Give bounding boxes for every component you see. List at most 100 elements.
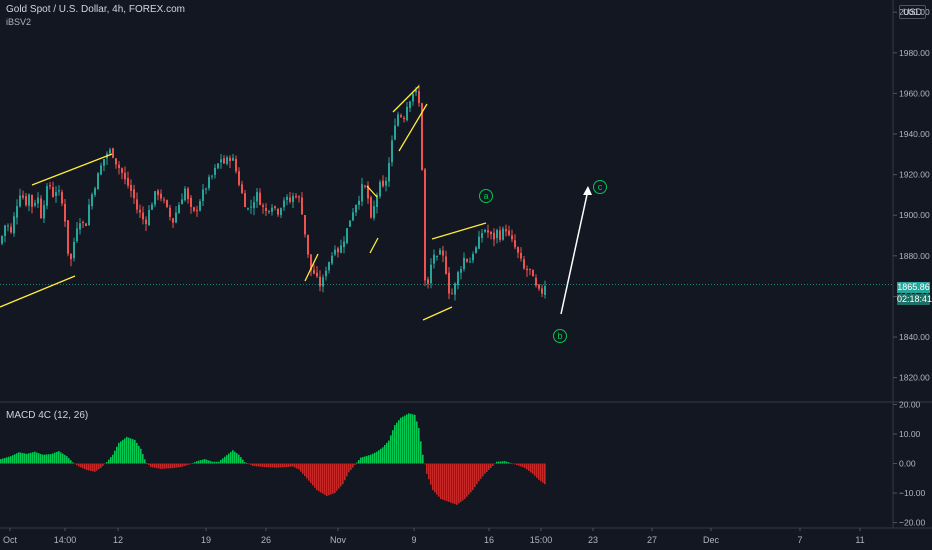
macd-bar — [532, 463, 534, 474]
macd-bar — [260, 463, 262, 467]
macd-bar — [142, 454, 144, 464]
macd-bar — [470, 463, 472, 493]
candle-body — [505, 229, 507, 232]
candle-body — [253, 202, 255, 209]
candle-body — [172, 218, 174, 223]
currency-badge[interactable]: USD — [898, 5, 926, 19]
macd-bar — [202, 459, 204, 464]
macd-bar — [110, 457, 112, 464]
macd-bar — [412, 414, 414, 464]
candle-body — [490, 231, 492, 235]
candle-body — [403, 117, 405, 120]
macd-bar — [256, 463, 258, 467]
macd-bar — [508, 462, 510, 464]
macd-bar — [120, 441, 122, 464]
wave-label-circle[interactable] — [479, 189, 493, 203]
countdown-tag: 02:18:41 — [897, 294, 932, 305]
macd-bar — [226, 455, 228, 464]
candle-body — [301, 197, 303, 215]
macd-bar — [374, 452, 376, 464]
candle-body — [370, 197, 372, 218]
trend-line[interactable] — [431, 222, 487, 240]
macd-bar — [280, 463, 282, 468]
indicator-label[interactable]: iBSV2 — [6, 17, 32, 27]
candle-body — [25, 196, 27, 206]
macd-bar — [514, 463, 516, 465]
macd-bar — [422, 454, 424, 464]
candle-body — [85, 223, 87, 227]
candle-body — [280, 208, 282, 216]
trend-line[interactable] — [392, 85, 420, 113]
macd-bar — [466, 463, 468, 497]
macd-bar — [76, 463, 78, 466]
candle-body — [418, 91, 420, 104]
wave-label-circle[interactable] — [553, 329, 567, 343]
projection-arrow[interactable] — [560, 189, 589, 315]
macd-bar — [228, 453, 230, 464]
candle-body — [46, 186, 48, 206]
trend-line[interactable] — [398, 103, 428, 152]
trend-line[interactable] — [304, 253, 319, 282]
macd-bar — [390, 435, 392, 464]
macd-bar — [46, 454, 48, 464]
macd-bar — [166, 463, 168, 469]
macd-bar — [352, 463, 354, 468]
macd-bar — [398, 420, 400, 464]
candle-body — [361, 184, 363, 202]
candle-body — [88, 204, 90, 226]
price-tick-label: 1920.00 — [899, 170, 930, 180]
macd-label[interactable]: MACD 4C (12, 26) — [6, 410, 89, 421]
candle-body — [64, 203, 66, 222]
macd-bar — [314, 463, 316, 488]
candle-body — [469, 261, 471, 263]
candle-body — [376, 194, 378, 207]
macd-bar — [368, 455, 370, 464]
macd-bar — [18, 452, 20, 464]
candle-body — [115, 158, 117, 165]
candle-body — [514, 240, 516, 248]
macd-bar — [88, 463, 90, 471]
candle-body — [307, 234, 309, 255]
candle-body — [73, 241, 75, 259]
macd-bar — [94, 463, 96, 472]
candle-body — [145, 219, 147, 224]
macd-bar — [148, 463, 150, 466]
price-tick-label: 1940.00 — [899, 129, 930, 139]
candle-body — [247, 208, 249, 210]
macd-tick-label: 20.00 — [899, 399, 921, 409]
macd-bar — [542, 463, 544, 483]
trend-line[interactable] — [31, 153, 113, 186]
time-tick-label: Dec — [703, 535, 720, 545]
candle-body — [400, 115, 402, 117]
macd-bar — [44, 454, 46, 464]
macd-bar — [416, 421, 418, 464]
symbol-title[interactable]: Gold Spot / U.S. Dollar, 4h, FOREX.com — [6, 4, 185, 15]
trend-line[interactable] — [369, 237, 379, 254]
candle-body — [523, 259, 525, 269]
candle-body — [445, 256, 447, 274]
candle-body — [205, 188, 207, 190]
macd-bar — [268, 463, 270, 468]
macd-bar — [328, 463, 330, 496]
candle-body — [40, 198, 42, 219]
trend-line[interactable] — [422, 306, 453, 321]
macd-bar — [438, 463, 440, 497]
candle-body — [244, 193, 246, 208]
macd-bar — [494, 463, 496, 465]
macd-bar — [10, 456, 12, 464]
macd-bar — [320, 463, 322, 493]
macd-bar — [224, 456, 226, 464]
macd-bar — [462, 463, 464, 501]
macd-bar — [530, 463, 532, 473]
macd-bar — [52, 453, 54, 464]
wave-label-circle[interactable] — [593, 180, 607, 194]
candle-body — [82, 222, 84, 224]
trend-line[interactable] — [0, 275, 76, 308]
candle-body — [163, 199, 165, 201]
candle-body — [481, 233, 483, 238]
trend-line[interactable] — [366, 185, 378, 198]
candle-body — [250, 206, 252, 208]
candle-body — [421, 103, 423, 170]
